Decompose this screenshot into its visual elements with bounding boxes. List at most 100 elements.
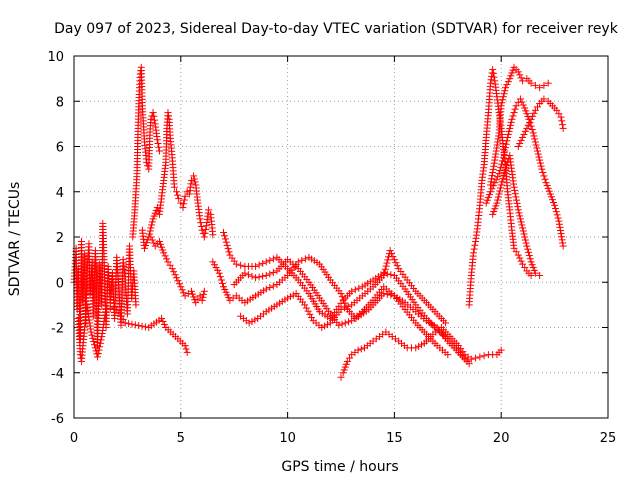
data-point: [181, 192, 189, 200]
data-point: [417, 341, 425, 349]
data-point: [516, 212, 524, 220]
data-point: [389, 253, 397, 261]
data-point: [531, 135, 539, 143]
data-point: [301, 301, 309, 309]
data-point: [344, 302, 352, 310]
data-point: [175, 195, 183, 203]
data-point: [148, 236, 156, 244]
data-point: [132, 301, 140, 309]
data-point: [344, 318, 352, 326]
data-point: [215, 269, 223, 277]
data-point: [536, 84, 544, 92]
data-point: [269, 282, 277, 290]
data-point: [106, 304, 114, 312]
data-point: [337, 305, 345, 313]
series-trace-dip-4-6h: [147, 233, 208, 307]
series-trace-upper-21-23h: [514, 95, 567, 150]
data-point: [146, 227, 154, 235]
data-point: [511, 186, 519, 194]
data-point: [390, 256, 398, 264]
data-point: [392, 259, 400, 267]
data-point: [197, 222, 205, 230]
data-point: [513, 199, 521, 207]
data-point: [494, 173, 502, 181]
x-axis-label: GPS time / hours: [281, 459, 398, 475]
data-point: [469, 249, 477, 257]
data-point: [141, 323, 149, 331]
data-point: [198, 226, 206, 234]
data-point: [294, 258, 302, 266]
data-point: [262, 271, 270, 279]
data-point: [415, 342, 423, 350]
data-point: [496, 184, 504, 192]
data-point: [380, 271, 388, 279]
data-point: [501, 84, 509, 92]
data-point: [173, 274, 181, 282]
data-point: [187, 180, 195, 188]
data-point: [216, 273, 224, 281]
data-point: [495, 190, 503, 198]
x-tick-label: 10: [279, 431, 296, 446]
data-point: [506, 121, 514, 129]
data-point: [196, 215, 204, 223]
data-point: [498, 178, 506, 186]
data-point: [217, 276, 225, 284]
data-point: [381, 268, 389, 276]
data-point: [199, 293, 207, 301]
data-point: [520, 230, 528, 238]
data-point: [489, 182, 497, 190]
data-point: [170, 183, 178, 191]
data-point: [510, 183, 518, 191]
data-point: [138, 322, 146, 330]
data-point: [501, 168, 509, 176]
data-point: [255, 261, 263, 269]
data-point: [182, 345, 190, 353]
data-point: [289, 291, 297, 299]
data-point: [232, 260, 240, 268]
data-point: [527, 122, 535, 130]
data-point: [147, 115, 155, 123]
data-point: [501, 144, 509, 152]
data-point: [496, 166, 504, 174]
y-tick-label: -4: [51, 367, 64, 382]
data-point: [514, 143, 522, 150]
data-point: [173, 188, 181, 196]
data-point: [209, 231, 217, 239]
chart-title: Day 097 of 2023, Sidereal Day-to-day VTE…: [54, 21, 619, 37]
data-point: [491, 179, 499, 187]
data-point: [512, 193, 520, 201]
data-point: [487, 188, 495, 196]
data-point: [551, 201, 559, 209]
y-tick-label: 0: [56, 276, 64, 291]
series-trace-lower-20-22h: [489, 152, 544, 279]
data-point: [487, 178, 495, 186]
data-point: [503, 162, 511, 170]
data-point: [202, 225, 210, 233]
x-tick-label: 5: [177, 431, 185, 446]
data-point: [497, 102, 505, 110]
data-point: [519, 224, 527, 232]
y-tick-label: -2: [51, 322, 64, 337]
data-point: [147, 224, 155, 232]
data-point: [511, 105, 519, 113]
data-point: [497, 346, 505, 354]
data-point: [519, 101, 527, 109]
data-point: [87, 328, 95, 336]
data-point: [523, 124, 531, 132]
data-point: [511, 190, 519, 198]
data-point: [480, 352, 488, 360]
data-point: [155, 147, 163, 155]
data-point: [196, 292, 204, 300]
data-point: [393, 262, 401, 270]
data-point: [298, 256, 306, 264]
data-point: [493, 199, 501, 207]
data-point: [501, 165, 509, 173]
data-point: [181, 342, 189, 350]
data-point: [218, 279, 226, 287]
data-point: [515, 209, 523, 217]
data-point: [499, 175, 507, 183]
data-point: [351, 286, 359, 294]
data-point: [91, 344, 99, 352]
data-point: [91, 341, 99, 349]
data-point: [541, 175, 549, 183]
